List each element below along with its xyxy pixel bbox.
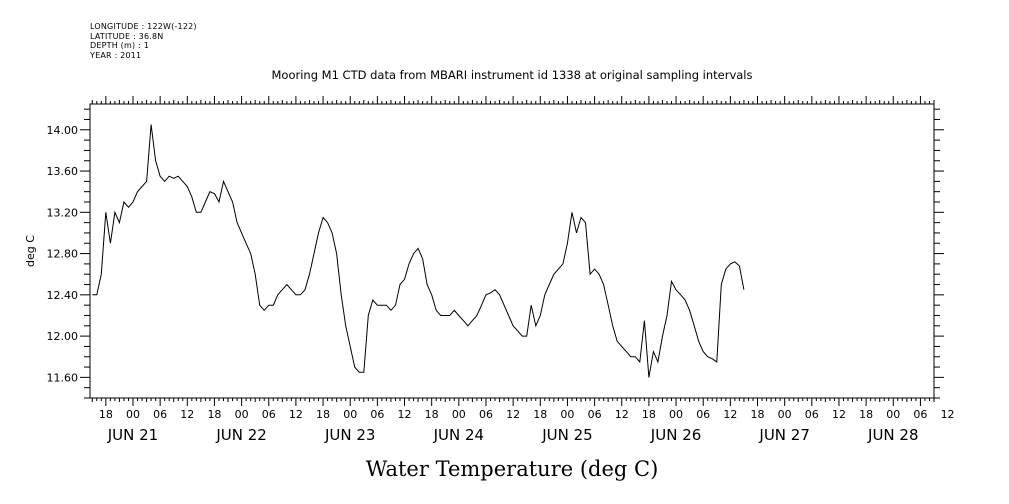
hour-tick-label: 00 — [886, 408, 900, 421]
y-tick-label: 12.80 — [47, 248, 79, 261]
y-tick-label: 13.60 — [47, 165, 79, 178]
hour-tick-label: 06 — [370, 408, 384, 421]
longitude-label: LONGITUDE : 122W(-122) — [90, 22, 197, 31]
hour-tick-label: 12 — [180, 408, 194, 421]
hour-tick-label: 18 — [751, 408, 765, 421]
hour-tick-label: 06 — [696, 408, 710, 421]
date-label: JUN 27 — [758, 426, 809, 444]
hour-tick-label: 06 — [262, 408, 276, 421]
tick-labels: 11.60 12.00 12.40 12.80 13.20 13.60 14.00 18 00 0… — [47, 124, 955, 444]
hour-tick-label: 12 — [398, 408, 412, 421]
hour-tick-label: 00 — [235, 408, 249, 421]
hour-tick-label: 00 — [452, 408, 466, 421]
hour-tick-label: 06 — [805, 408, 819, 421]
hour-tick-label: 12 — [832, 408, 846, 421]
y-tick-label: 11.60 — [47, 371, 79, 384]
hour-tick-label: 18 — [642, 408, 656, 421]
date-label: JUN 24 — [433, 426, 484, 444]
y-tick-label: 14.00 — [47, 124, 79, 137]
date-label: JUN 26 — [650, 426, 701, 444]
date-label: JUN 28 — [867, 426, 918, 444]
hour-tick-label: 18 — [207, 408, 221, 421]
plot-frame — [89, 103, 935, 399]
hour-tick-label: 00 — [778, 408, 792, 421]
y-tick-label: 12.40 — [47, 289, 79, 302]
y-tick-label: 12.00 — [47, 330, 79, 343]
hour-tick-label: 12 — [615, 408, 629, 421]
hour-tick-label: 06 — [913, 408, 927, 421]
hour-tick-label: 18 — [316, 408, 330, 421]
date-label: JUN 21 — [107, 426, 158, 444]
hour-tick-label: 00 — [126, 408, 140, 421]
hour-tick-label: 06 — [479, 408, 493, 421]
chart-title: Mooring M1 CTD data from MBARI instrumen… — [272, 68, 753, 82]
y-axis-label: deg C — [24, 235, 37, 267]
hour-tick-label: 12 — [941, 408, 955, 421]
hour-tick-label: 12 — [506, 408, 520, 421]
hour-tick-label: 18 — [859, 408, 873, 421]
x-axis-label: Water Temperature (deg C) — [366, 457, 659, 481]
hour-tick-label: 18 — [533, 408, 547, 421]
hour-tick-label: 12 — [723, 408, 737, 421]
year-label: YEAR : 2011 — [90, 50, 142, 60]
date-label: JUN 23 — [324, 426, 375, 444]
date-label: JUN 22 — [215, 426, 266, 444]
hour-tick-label: 06 — [588, 408, 602, 421]
hour-tick-label: 00 — [669, 408, 683, 421]
hour-tick-label: 18 — [99, 408, 113, 421]
y-tick-label: 13.20 — [47, 206, 79, 219]
depth-label: DEPTH (m) : 1 — [90, 41, 149, 50]
date-label: JUN 25 — [541, 426, 592, 444]
hour-tick-label: 00 — [560, 408, 574, 421]
water-temperature-line — [92, 124, 745, 378]
metadata-block: LONGITUDE : 122W(-122) LATITUDE : 36.8N … — [90, 22, 197, 60]
latitude-label: LATITUDE : 36.8N — [90, 31, 164, 41]
hour-tick-label: 12 — [289, 408, 303, 421]
hour-tick-label: 06 — [153, 408, 167, 421]
tick-marks — [80, 96, 944, 406]
hour-tick-label: 18 — [425, 408, 439, 421]
hour-tick-label: 00 — [343, 408, 357, 421]
